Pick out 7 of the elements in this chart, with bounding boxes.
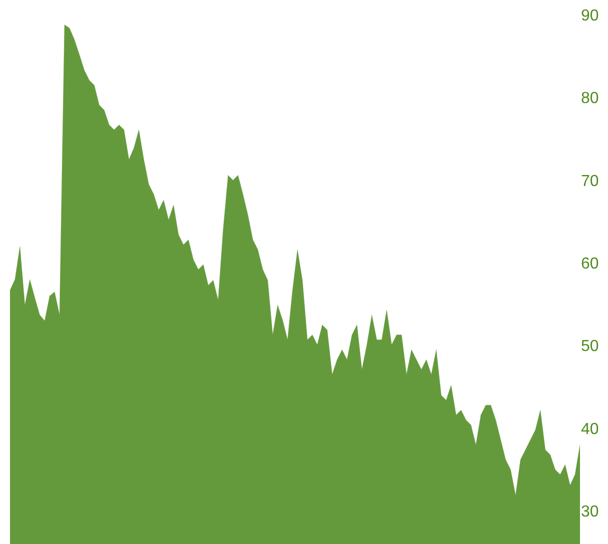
y-tick-label: 70 (581, 172, 599, 190)
y-tick-label: 30 (581, 504, 599, 521)
y-tick-label: 60 (581, 256, 599, 273)
y-tick-label: 50 (581, 338, 599, 356)
y-tick-label: 40 (581, 420, 599, 438)
y-tick-label: 90 (581, 7, 599, 24)
y-tick-label: 80 (581, 90, 599, 108)
